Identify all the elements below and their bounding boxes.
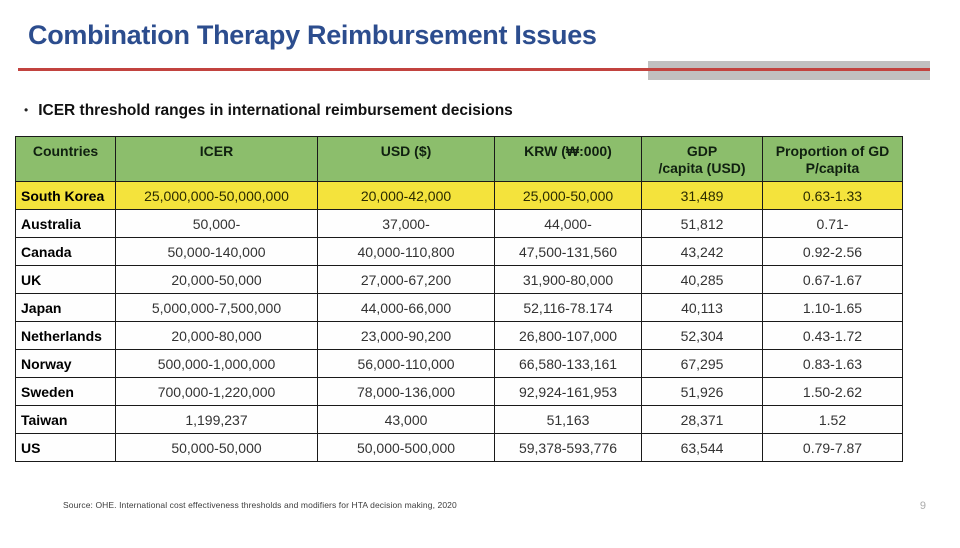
table-cell-icer: 500,000-1,000,000 — [115, 349, 318, 378]
table-cell-krw: 66,580-133,161 — [494, 349, 642, 378]
table-cell-country: Sweden — [15, 377, 116, 406]
table-cell-icer: 50,000- — [115, 209, 318, 238]
icer-threshold-table: Countries ICER USD ($) KRW (₩:000) GDP /… — [15, 136, 903, 462]
table-cell-gdp: 40,113 — [641, 293, 763, 322]
table-cell-proportion: 0.71- — [762, 209, 903, 238]
table-cell-proportion: 0.67-1.67 — [762, 265, 903, 294]
table-cell-country: Japan — [15, 293, 116, 322]
bullet-text: ICER threshold ranges in international r… — [38, 102, 513, 119]
table-header: Countries ICER USD ($) KRW (₩:000) GDP /… — [15, 136, 903, 182]
table-cell-gdp: 51,926 — [641, 377, 763, 406]
table-cell-krw: 47,500-131,560 — [494, 237, 642, 266]
table-cell-proportion: 1.52 — [762, 405, 903, 434]
page-number: 9 — [919, 500, 926, 512]
table-cell-gdp: 67,295 — [641, 349, 763, 378]
table-cell-proportion: 0.92-2.56 — [762, 237, 903, 266]
table-row: South Korea 25,000,000-50,000,000 20,000-4… — [15, 181, 903, 210]
table-cell-krw: 92,924-161,953 — [494, 377, 642, 406]
table-cell-country: US — [15, 433, 116, 462]
table-row: Australia 50,000- 37,000- 44,000- 51,812 0.71… — [15, 209, 903, 238]
table-cell-country: Netherlands — [15, 321, 116, 350]
table-body: South Korea 25,000,000-50,000,000 20,000-4… — [15, 181, 903, 462]
title-underline-red — [18, 68, 930, 71]
table-cell-icer: 1,199,237 — [115, 405, 318, 434]
table-row: UK 20,000-50,000 27,000-67,200 31,900-80,00… — [15, 265, 903, 294]
table-row: Norway 500,000-1,000,000 56,000-110,000 66,… — [15, 349, 903, 378]
column-header-usd: USD ($) — [317, 136, 495, 182]
column-header-krw: KRW (₩:000) — [494, 136, 642, 182]
table-cell-usd: 56,000-110,000 — [317, 349, 495, 378]
table-cell-icer: 25,000,000-50,000,000 — [115, 181, 318, 210]
table-cell-usd: 20,000-42,000 — [317, 181, 495, 210]
bullet-icon: • — [24, 103, 29, 117]
table-cell-krw: 25,000-50,000 — [494, 181, 642, 210]
table-cell-proportion: 1.50-2.62 — [762, 377, 903, 406]
table-cell-icer: 20,000-80,000 — [115, 321, 318, 350]
table-cell-icer: 20,000-50,000 — [115, 265, 318, 294]
table-cell-proportion: 0.43-1.72 — [762, 321, 903, 350]
table-cell-usd: 43,000 — [317, 405, 495, 434]
table-cell-gdp: 28,371 — [641, 405, 763, 434]
column-header-countries: Countries — [15, 136, 116, 182]
table-cell-usd: 23,000-90,200 — [317, 321, 495, 350]
table-cell-proportion: 0.79-7.87 — [762, 433, 903, 462]
table-cell-krw: 44,000- — [494, 209, 642, 238]
column-header-proportion: Proportion of GD P/capita — [762, 136, 903, 182]
table-cell-usd: 78,000-136,000 — [317, 377, 495, 406]
table-cell-country: Taiwan — [15, 405, 116, 434]
table-cell-proportion: 1.10-1.65 — [762, 293, 903, 322]
table-cell-krw: 26,800-107,000 — [494, 321, 642, 350]
table-cell-krw: 51,163 — [494, 405, 642, 434]
bullet-line: • ICER threshold ranges in international… — [24, 101, 513, 120]
table-cell-gdp: 40,285 — [641, 265, 763, 294]
table-cell-country: Australia — [15, 209, 116, 238]
table-cell-usd: 37,000- — [317, 209, 495, 238]
table-cell-icer: 700,000-1,220,000 — [115, 377, 318, 406]
table-row: Japan 5,000,000-7,500,000 44,000-66,000 52,… — [15, 293, 903, 322]
table-cell-icer: 5,000,000-7,500,000 — [115, 293, 318, 322]
table-cell-gdp: 63,544 — [641, 433, 763, 462]
table-cell-gdp: 52,304 — [641, 321, 763, 350]
slide-title: Combination Therapy Reimbursement Issues — [28, 20, 597, 50]
table-cell-krw: 52,116-78.174 — [494, 293, 642, 322]
column-header-gdp-capita: GDP /capita (USD) — [641, 136, 763, 182]
source-note: Source: OHE. International cost effectiv… — [63, 500, 457, 510]
table-header-row: Countries ICER USD ($) KRW (₩:000) GDP /… — [15, 136, 903, 182]
table-cell-gdp: 31,489 — [641, 181, 763, 210]
table-cell-gdp: 43,242 — [641, 237, 763, 266]
table-cell-usd: 40,000-110,800 — [317, 237, 495, 266]
table-cell-krw: 59,378-593,776 — [494, 433, 642, 462]
table-cell-country: Norway — [15, 349, 116, 378]
table-cell-proportion: 0.83-1.63 — [762, 349, 903, 378]
table-cell-krw: 31,900-80,000 — [494, 265, 642, 294]
table-cell-country: UK — [15, 265, 116, 294]
table-cell-country: South Korea — [15, 181, 116, 210]
table-cell-icer: 50,000-50,000 — [115, 433, 318, 462]
table-row: Taiwan 1,199,237 43,000 51,163 28,371 1.52 — [15, 405, 903, 434]
table-cell-usd: 27,000-67,200 — [317, 265, 495, 294]
table-cell-icer: 50,000-140,000 — [115, 237, 318, 266]
table-row: US 50,000-50,000 50,000-500,000 59,378-593,… — [15, 433, 903, 462]
table-cell-gdp: 51,812 — [641, 209, 763, 238]
column-header-icer: ICER — [115, 136, 318, 182]
table-row: Canada 50,000-140,000 40,000-110,800 47,500… — [15, 237, 903, 266]
table-cell-country: Canada — [15, 237, 116, 266]
table-row: Netherlands 20,000-80,000 23,000-90,200 26,… — [15, 321, 903, 350]
table-cell-proportion: 0.63-1.33 — [762, 181, 903, 210]
table-cell-usd: 44,000-66,000 — [317, 293, 495, 322]
table-cell-usd: 50,000-500,000 — [317, 433, 495, 462]
table-row: Sweden 700,000-1,220,000 78,000-136,000 92,… — [15, 377, 903, 406]
